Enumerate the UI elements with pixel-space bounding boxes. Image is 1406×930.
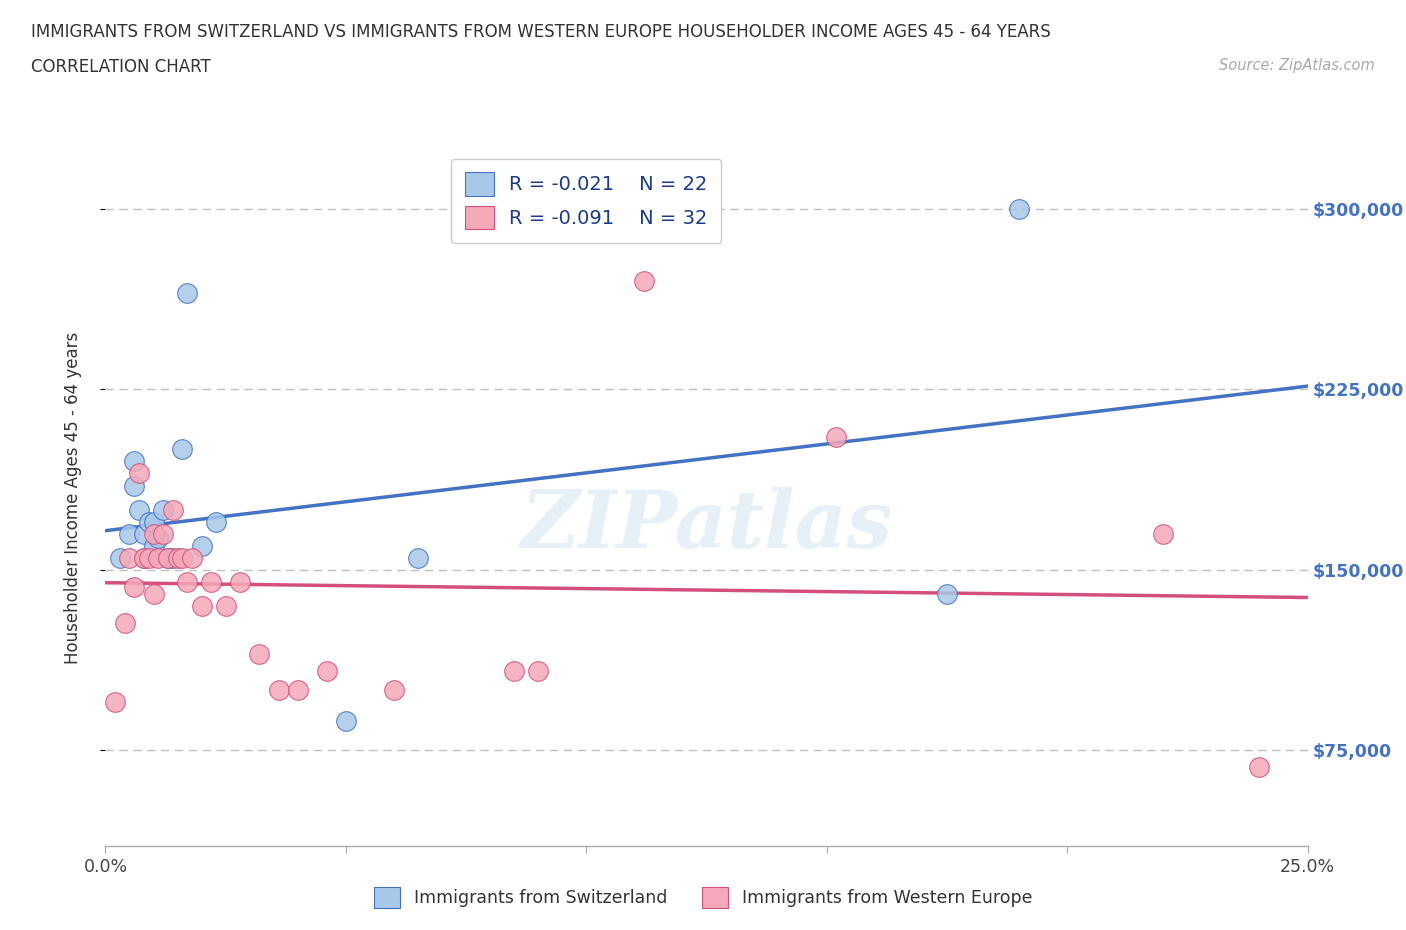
Point bbox=[148, 531, 170, 546]
Point bbox=[176, 286, 198, 300]
Point bbox=[172, 442, 194, 457]
Point bbox=[181, 551, 204, 565]
Point bbox=[205, 514, 228, 529]
Point bbox=[1152, 526, 1174, 541]
Point bbox=[124, 454, 146, 469]
Point bbox=[152, 502, 174, 517]
Point bbox=[138, 551, 160, 565]
Point bbox=[142, 514, 165, 529]
Point bbox=[152, 526, 174, 541]
Point bbox=[156, 551, 179, 565]
Point bbox=[267, 683, 290, 698]
Point bbox=[406, 551, 429, 565]
Point bbox=[190, 598, 212, 613]
Point bbox=[108, 551, 131, 565]
Point bbox=[315, 663, 337, 678]
Point bbox=[1008, 202, 1031, 217]
Point bbox=[132, 551, 155, 565]
Point bbox=[132, 526, 155, 541]
Point bbox=[138, 514, 160, 529]
Point bbox=[104, 695, 127, 710]
Point bbox=[142, 526, 165, 541]
Text: Source: ZipAtlas.com: Source: ZipAtlas.com bbox=[1219, 58, 1375, 73]
Point bbox=[527, 663, 550, 678]
Point bbox=[118, 526, 141, 541]
Point bbox=[166, 551, 188, 565]
Point bbox=[162, 502, 184, 517]
Point bbox=[633, 273, 655, 288]
Text: CORRELATION CHART: CORRELATION CHART bbox=[31, 58, 211, 75]
Point bbox=[172, 551, 194, 565]
Point bbox=[1249, 760, 1271, 775]
Y-axis label: Householder Income Ages 45 - 64 years: Householder Income Ages 45 - 64 years bbox=[63, 331, 82, 664]
Point bbox=[148, 551, 170, 565]
Point bbox=[382, 683, 405, 698]
Point bbox=[128, 466, 150, 481]
Point bbox=[142, 538, 165, 553]
Point bbox=[114, 615, 136, 630]
Point bbox=[825, 430, 848, 445]
Text: IMMIGRANTS FROM SWITZERLAND VS IMMIGRANTS FROM WESTERN EUROPE HOUSEHOLDER INCOME: IMMIGRANTS FROM SWITZERLAND VS IMMIGRANT… bbox=[31, 23, 1050, 41]
Point bbox=[247, 646, 270, 661]
Point bbox=[936, 586, 959, 601]
Point bbox=[128, 502, 150, 517]
Legend: R = -0.021    N = 22, R = -0.091    N = 32: R = -0.021 N = 22, R = -0.091 N = 32 bbox=[451, 158, 721, 243]
Point bbox=[124, 579, 146, 594]
Point bbox=[118, 551, 141, 565]
Point bbox=[335, 714, 357, 729]
Point bbox=[190, 538, 212, 553]
Point bbox=[142, 586, 165, 601]
Point bbox=[214, 598, 236, 613]
Point bbox=[287, 683, 309, 698]
Point bbox=[132, 551, 155, 565]
Text: ZIPatlas: ZIPatlas bbox=[520, 486, 893, 565]
Legend: Immigrants from Switzerland, Immigrants from Western Europe: Immigrants from Switzerland, Immigrants … bbox=[366, 878, 1040, 917]
Point bbox=[176, 575, 198, 590]
Point bbox=[200, 575, 222, 590]
Point bbox=[124, 478, 146, 493]
Point bbox=[229, 575, 252, 590]
Point bbox=[156, 551, 179, 565]
Point bbox=[162, 551, 184, 565]
Point bbox=[503, 663, 526, 678]
